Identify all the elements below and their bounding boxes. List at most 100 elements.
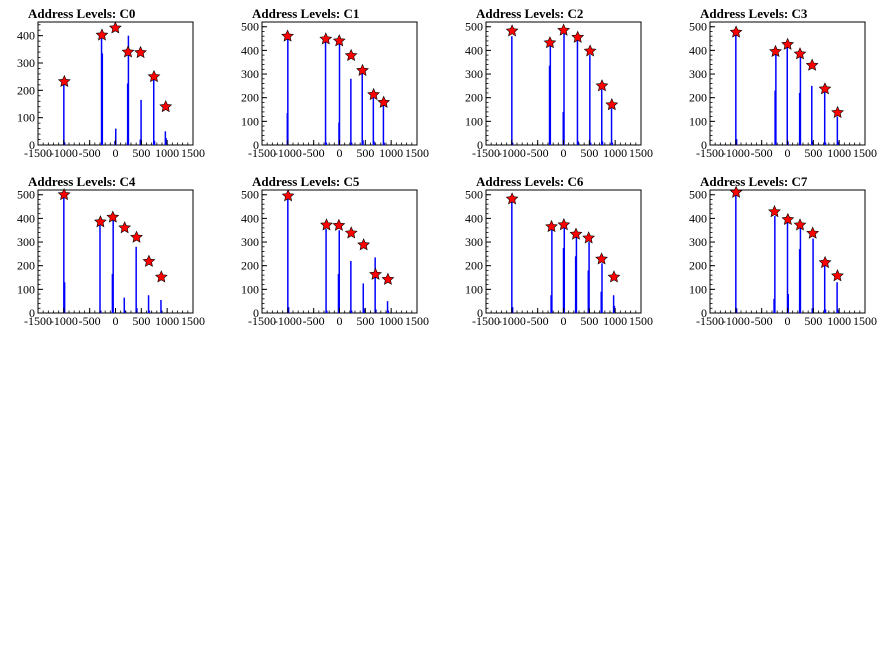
peak-marker	[582, 231, 596, 244]
peak-marker	[130, 230, 143, 243]
peak-marker	[607, 270, 621, 283]
x-tick-label: 1500	[853, 314, 877, 328]
x-tick-label: -500	[527, 314, 549, 328]
y-tick-label: 300	[241, 235, 259, 249]
y-tick-label: 0	[701, 138, 707, 152]
x-tick-label: 500	[132, 314, 150, 328]
y-tick-label: 0	[477, 138, 483, 152]
peak-marker	[543, 36, 557, 49]
y-tick-label: 300	[17, 235, 35, 249]
y-tick-label: 500	[465, 20, 483, 34]
y-tick-label: 200	[241, 91, 259, 105]
y-tick-label: 200	[689, 259, 707, 273]
chart-panel-0: Address Levels: C0 0 100 200 300 400 -1500-100…	[17, 6, 205, 160]
peak-marker	[805, 58, 819, 71]
x-tick-label: 0	[337, 146, 343, 160]
chart-title: Address Levels: C6	[476, 174, 584, 189]
y-tick-label: 100	[241, 114, 259, 128]
x-tick-label: 500	[804, 146, 822, 160]
peak-marker	[769, 44, 782, 58]
x-tick-label: 500	[804, 314, 822, 328]
peak-marker	[605, 98, 619, 111]
y-tick-label: 100	[17, 282, 35, 296]
x-tick-label: -500	[751, 314, 773, 328]
x-tick-label: 1000	[603, 314, 627, 328]
chart-panel-3: Address Levels: C30100200300400500-1500-…	[689, 6, 877, 160]
peak-marker	[94, 215, 107, 228]
y-tick-label: 500	[17, 188, 35, 202]
x-tick-label: -1500	[24, 146, 52, 160]
peak-marker	[768, 205, 781, 218]
y-tick-label: 500	[465, 188, 483, 202]
y-tick-label: 0	[477, 306, 483, 320]
x-tick-label: -1000	[274, 146, 302, 160]
chart-title: Address Levels: C0	[28, 6, 135, 21]
x-tick-label: -1000	[50, 146, 78, 160]
x-tick-label: 0	[785, 146, 791, 160]
x-tick-label: -1000	[722, 146, 750, 160]
x-tick-label: 1000	[827, 314, 851, 328]
y-tick-label: 500	[689, 188, 707, 202]
chart-title: Address Levels: C1	[252, 6, 359, 21]
peak-marker	[806, 226, 820, 239]
y-tick-label: 400	[465, 43, 483, 57]
y-tick-label: 400	[689, 43, 707, 57]
x-tick-label: -500	[79, 146, 101, 160]
y-tick-label: 100	[465, 114, 483, 128]
chart-panel-1: Address Levels: C10100200300400500-1500-…	[241, 6, 429, 160]
x-tick-label: 1000	[155, 314, 179, 328]
peak-marker	[571, 30, 585, 43]
y-tick-label: 100	[689, 114, 707, 128]
x-tick-label: 500	[580, 146, 598, 160]
x-tick-label: 1000	[379, 146, 403, 160]
peak-marker	[108, 21, 122, 34]
x-tick-label: -1000	[498, 314, 526, 328]
chart-title: Address Levels: C4	[28, 174, 136, 189]
x-tick-label: -1500	[696, 146, 724, 160]
y-tick-label: 400	[689, 211, 707, 225]
peak-marker	[595, 79, 609, 92]
peak-marker	[320, 218, 333, 231]
chart-title: Address Levels: C2	[476, 6, 583, 21]
peak-marker	[95, 28, 109, 41]
peak-marker	[281, 189, 295, 202]
y-tick-label: 200	[241, 259, 259, 273]
y-tick-label: 200	[465, 91, 483, 105]
peak-marker	[793, 47, 807, 60]
x-tick-label: -500	[751, 146, 773, 160]
x-tick-label: 1500	[629, 146, 653, 160]
x-tick-label: 0	[113, 314, 119, 328]
peak-marker	[356, 63, 369, 76]
y-tick-label: 300	[689, 67, 707, 81]
x-tick-label: 500	[356, 314, 374, 328]
x-tick-label: 500	[356, 146, 374, 160]
x-tick-label: 1000	[155, 146, 179, 160]
x-tick-label: 0	[561, 314, 567, 328]
x-tick-label: -1000	[50, 314, 78, 328]
peak-marker	[147, 69, 161, 83]
peak-marker	[332, 218, 346, 231]
peak-marker	[557, 218, 571, 231]
chart-title: Address Levels: C3	[700, 6, 808, 21]
x-tick-label: 1500	[629, 314, 653, 328]
x-tick-label: -1500	[472, 314, 500, 328]
x-tick-label: 500	[580, 314, 598, 328]
x-tick-label: 1500	[853, 146, 877, 160]
peak-marker	[831, 269, 844, 282]
x-tick-label: -1000	[498, 146, 526, 160]
chart-panel-6: Address Levels: C60100200300400500-1500-…	[465, 174, 653, 328]
peak-marker	[344, 48, 358, 62]
peak-marker	[142, 254, 156, 267]
y-tick-label: 200	[17, 259, 35, 273]
peak-marker	[57, 74, 71, 88]
x-tick-label: -1500	[248, 146, 276, 160]
x-tick-label: 1500	[181, 146, 205, 160]
peak-marker	[57, 187, 71, 201]
x-tick-label: 1500	[405, 146, 429, 160]
peak-marker	[106, 210, 120, 223]
x-tick-label: -500	[527, 146, 549, 160]
y-tick-label: 400	[241, 43, 259, 57]
peak-marker	[831, 105, 845, 119]
peak-marker	[369, 267, 382, 280]
